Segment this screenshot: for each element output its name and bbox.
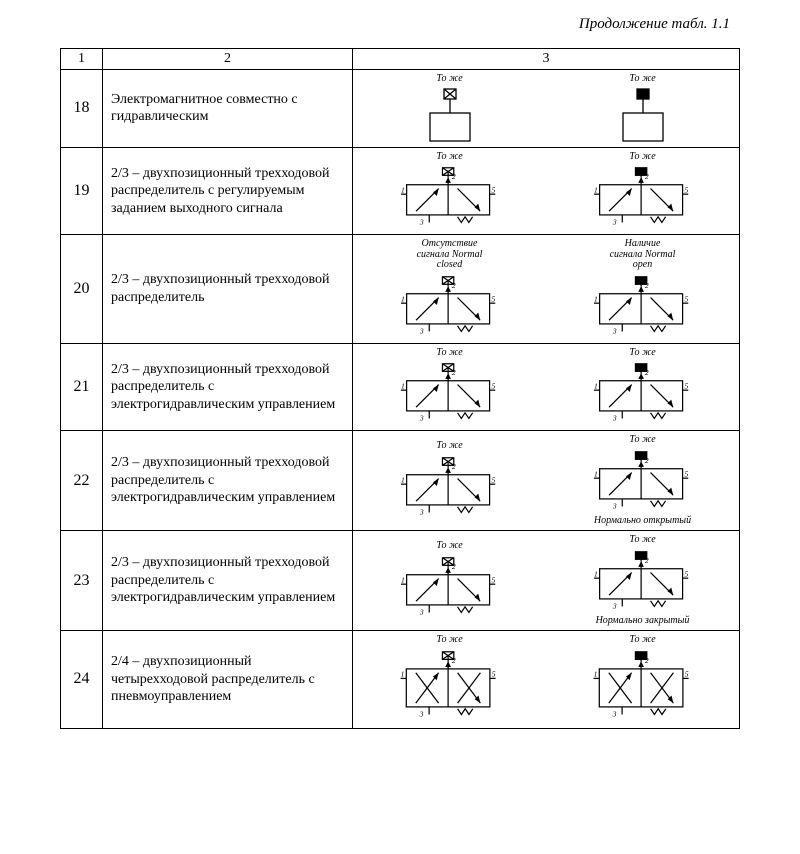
svg-text:1: 1 [400, 381, 404, 390]
svg-text:5: 5 [491, 475, 495, 484]
symbol-unit: То же 2 1 5 3 [390, 441, 510, 520]
svg-text:3: 3 [611, 601, 616, 610]
svg-text:5: 5 [491, 294, 495, 303]
row-number: 24 [61, 631, 103, 729]
svg-text:3: 3 [418, 217, 423, 226]
svg-text:5: 5 [684, 294, 688, 303]
table-continuation-caption: Продолжение табл. 1.1 [579, 16, 730, 33]
svg-text:5: 5 [491, 185, 495, 194]
svg-text:2: 2 [644, 281, 648, 290]
svg-text:1: 1 [400, 669, 404, 678]
table-row: 24 2/4 – двухпозиционный четырехходовой … [61, 631, 740, 729]
svg-text:1: 1 [400, 475, 404, 484]
table-row: 23 2/3 – двухпозиционный трехходовой рас… [61, 531, 740, 631]
symbol-unit: То же 2 1 5 3 [390, 348, 510, 427]
svg-text:2: 2 [451, 462, 455, 471]
row-diagram: То же 2 1 5 3 То же [353, 343, 740, 431]
row-description: 2/4 – двухпозиционный четырехходовой рас… [103, 631, 353, 729]
svg-text:3: 3 [611, 217, 616, 226]
svg-text:2: 2 [644, 172, 648, 181]
svg-text:1: 1 [593, 569, 597, 578]
svg-text:5: 5 [684, 669, 688, 678]
svg-text:3: 3 [418, 607, 423, 616]
svg-text:2: 2 [644, 456, 648, 465]
svg-text:1: 1 [400, 185, 404, 194]
row-description: 2/3 – двухпозиционный трехходовой распре… [103, 531, 353, 631]
symbol-unit: То же 2 1 5 3 [583, 152, 703, 231]
symbol-unit: Наличие сигнала Normal open 2 1 5 3 [583, 239, 703, 339]
svg-text:3: 3 [611, 326, 616, 335]
row-description: 2/3 – двухпозиционный трехходовой распре… [103, 431, 353, 531]
svg-text:2: 2 [451, 172, 455, 181]
table-row: 20 2/3 – двухпозиционный трехходовой рас… [61, 235, 740, 344]
row-description: 2/3 – двухпозиционный трехходовой распре… [103, 147, 353, 235]
svg-text:1: 1 [593, 469, 597, 478]
symbol-unit: То же 2 1 5 3 [390, 152, 510, 231]
table-row: 18 Электромагнитное совместно с гидравли… [61, 70, 740, 148]
row-number: 21 [61, 343, 103, 431]
symbol-unit: То же 2 1 5 3 [390, 635, 510, 724]
row-description: 2/3 – двухпозиционный трехходовой распре… [103, 235, 353, 344]
svg-text:1: 1 [400, 575, 404, 584]
svg-text:1: 1 [593, 185, 597, 194]
col-header-1: 1 [61, 49, 103, 70]
svg-text:5: 5 [491, 575, 495, 584]
svg-text:3: 3 [418, 709, 423, 718]
svg-text:3: 3 [611, 709, 616, 718]
row-diagram: То же 2 1 5 3 То же [353, 531, 740, 631]
svg-text:3: 3 [611, 413, 616, 422]
symbols-table: 1 2 3 18 Электромагнитное совместно с ги… [60, 48, 740, 729]
svg-text:2: 2 [451, 281, 455, 290]
row-diagram: Отсутствие сигнала Normal closed 2 1 5 3… [353, 235, 740, 344]
svg-text:5: 5 [491, 669, 495, 678]
col-header-3: 3 [353, 49, 740, 70]
symbol-unit: То же 2 1 5 3 Нормально открытый [583, 435, 703, 526]
symbol-unit: То же 2 1 5 3 [583, 348, 703, 427]
svg-text:2: 2 [451, 562, 455, 571]
symbol-unit: То же [420, 74, 480, 143]
symbol-unit: То же 2 1 5 3 [583, 635, 703, 724]
row-diagram: То же 2 1 5 3 То же [353, 147, 740, 235]
row-diagram: То же 2 1 5 3 То же [353, 631, 740, 729]
row-diagram: То же То же [353, 70, 740, 148]
svg-text:5: 5 [684, 469, 688, 478]
symbol-unit: То же [613, 74, 673, 143]
table-header-row: 1 2 3 [61, 49, 740, 70]
row-number: 22 [61, 431, 103, 531]
row-description: 2/3 – двухпозиционный трехходовой распре… [103, 343, 353, 431]
symbol-unit: То же 2 1 5 3 [390, 541, 510, 620]
svg-text:5: 5 [491, 381, 495, 390]
svg-text:2: 2 [451, 656, 455, 665]
row-number: 18 [61, 70, 103, 148]
svg-text:1: 1 [593, 669, 597, 678]
svg-text:3: 3 [418, 326, 423, 335]
svg-text:2: 2 [644, 368, 648, 377]
svg-text:1: 1 [593, 381, 597, 390]
svg-text:2: 2 [644, 556, 648, 565]
table-row: 22 2/3 – двухпозиционный трехходовой рас… [61, 431, 740, 531]
svg-text:5: 5 [684, 185, 688, 194]
symbol-unit: То же 2 1 5 3 Нормально закрытый [583, 535, 703, 626]
row-number: 19 [61, 147, 103, 235]
svg-text:3: 3 [418, 413, 423, 422]
symbol-unit: Отсутствие сигнала Normal closed 2 1 5 3 [390, 239, 510, 339]
row-number: 23 [61, 531, 103, 631]
svg-text:2: 2 [644, 656, 648, 665]
svg-text:1: 1 [593, 294, 597, 303]
row-diagram: То же 2 1 5 3 То же [353, 431, 740, 531]
svg-text:1: 1 [400, 294, 404, 303]
row-number: 20 [61, 235, 103, 344]
svg-text:3: 3 [418, 507, 423, 516]
table-row: 19 2/3 – двухпозиционный трехходовой рас… [61, 147, 740, 235]
row-description: Электромагнитное совместно с гидравличес… [103, 70, 353, 148]
svg-text:5: 5 [684, 569, 688, 578]
svg-text:3: 3 [611, 501, 616, 510]
svg-text:2: 2 [451, 368, 455, 377]
svg-text:5: 5 [684, 381, 688, 390]
col-header-2: 2 [103, 49, 353, 70]
table-row: 21 2/3 – двухпозиционный трехходовой рас… [61, 343, 740, 431]
